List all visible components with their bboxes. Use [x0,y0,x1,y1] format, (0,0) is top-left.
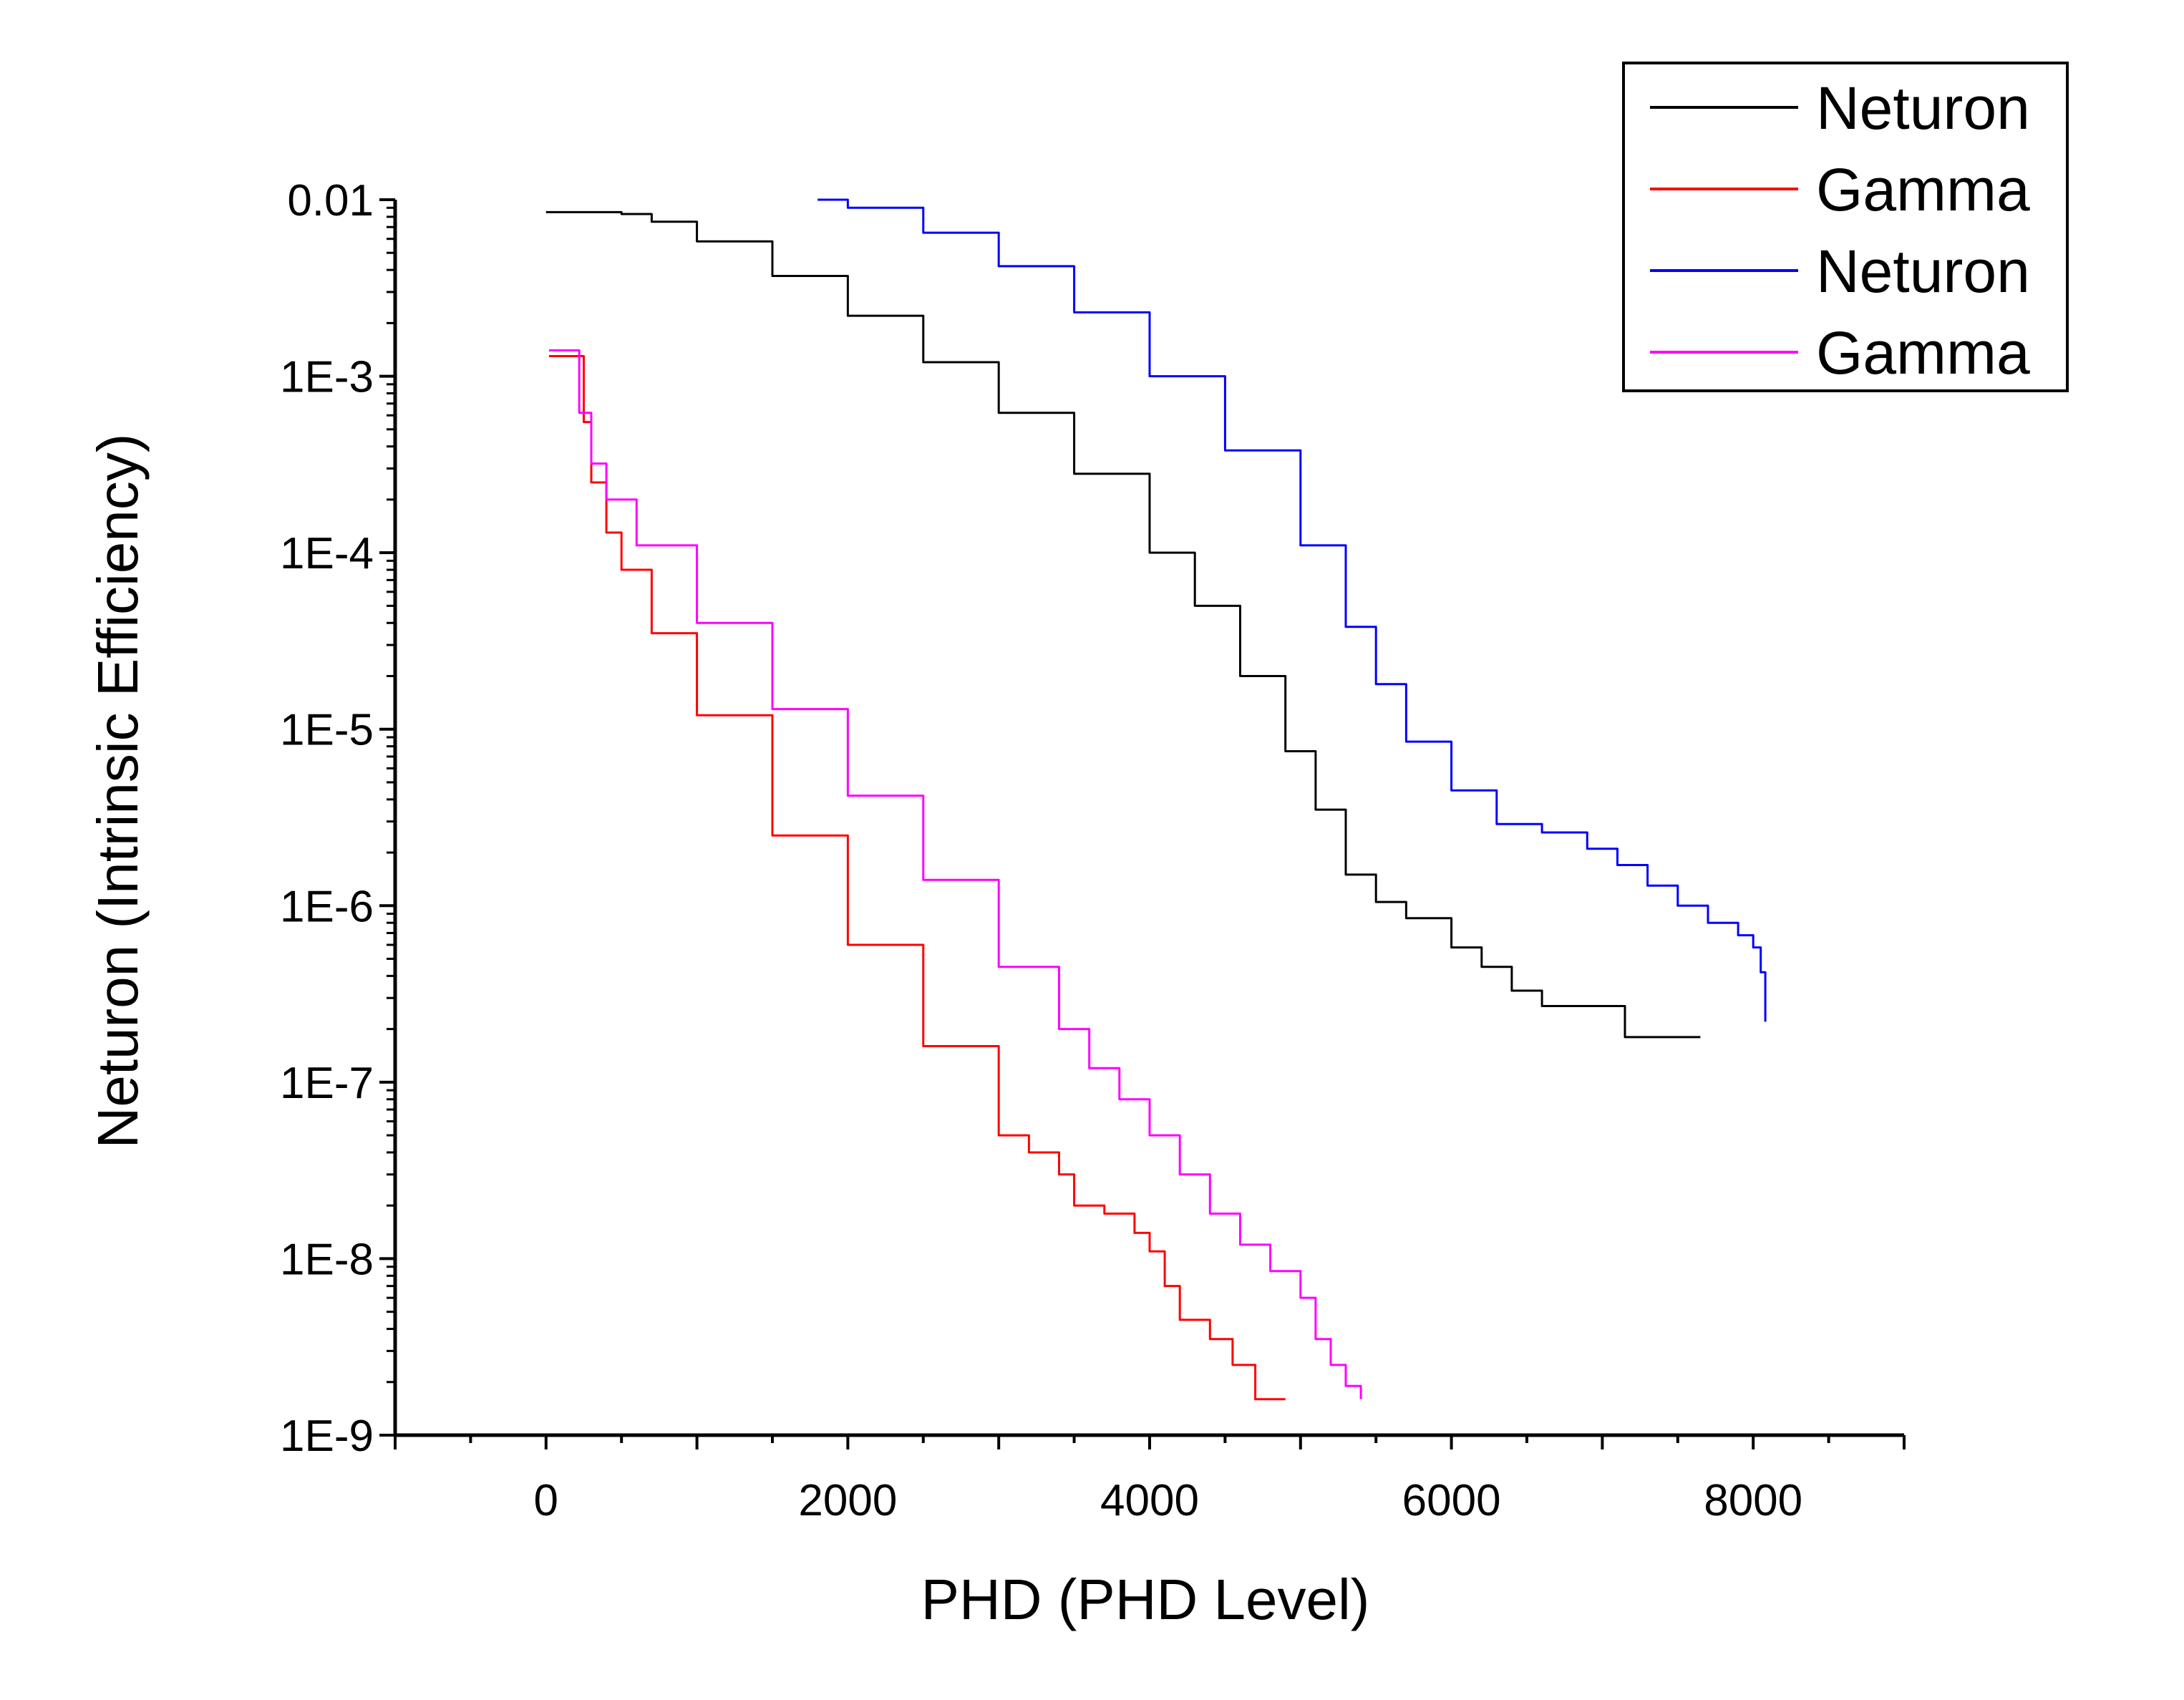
legend-label-4: Gamma [1816,319,2030,387]
legend-label-2: Gamma [1816,156,2030,223]
series-line-2 [549,355,1286,1401]
x-tick-label: 4000 [1100,1476,1199,1525]
legend-label-1: Neturon [1816,74,2030,142]
x-axis-title: PHD (PHD Level) [921,1568,1370,1631]
y-tick-label: 1E-7 [280,1059,374,1108]
x-tick-label: 0 [534,1476,558,1525]
series-line-1 [545,210,1701,1039]
legend: Neturon Gamma Neturon Gamma [1622,62,2069,392]
x-tick-label: 6000 [1402,1476,1501,1525]
y-tick-label: 0.01 [287,176,374,225]
y-tick-label: 1E-5 [280,706,374,755]
legend-box [1622,62,2069,392]
y-axis-title: Neturon (Intrinsic Efficiency) [86,434,150,1149]
series-line-4 [549,349,1362,1399]
y-tick-label: 1E-9 [280,1412,374,1461]
series-layer [545,198,1767,1401]
y-tick-label: 1E-8 [280,1235,374,1284]
y-tick-label: 1E-6 [280,882,374,931]
legend-label-3: Neturon [1816,238,2030,305]
series-line-3 [817,198,1767,1022]
x-tick-label: 2000 [798,1476,897,1525]
ticks-layer: 0 2000 4000 6000 8000 1E-9 1E-8 1E-7 1E-6 1E-5 1E-… [280,176,1906,1525]
y-tick-label: 1E-4 [280,529,374,578]
x-tick-label: 8000 [1704,1476,1802,1525]
y-tick-label: 1E-3 [280,353,374,402]
